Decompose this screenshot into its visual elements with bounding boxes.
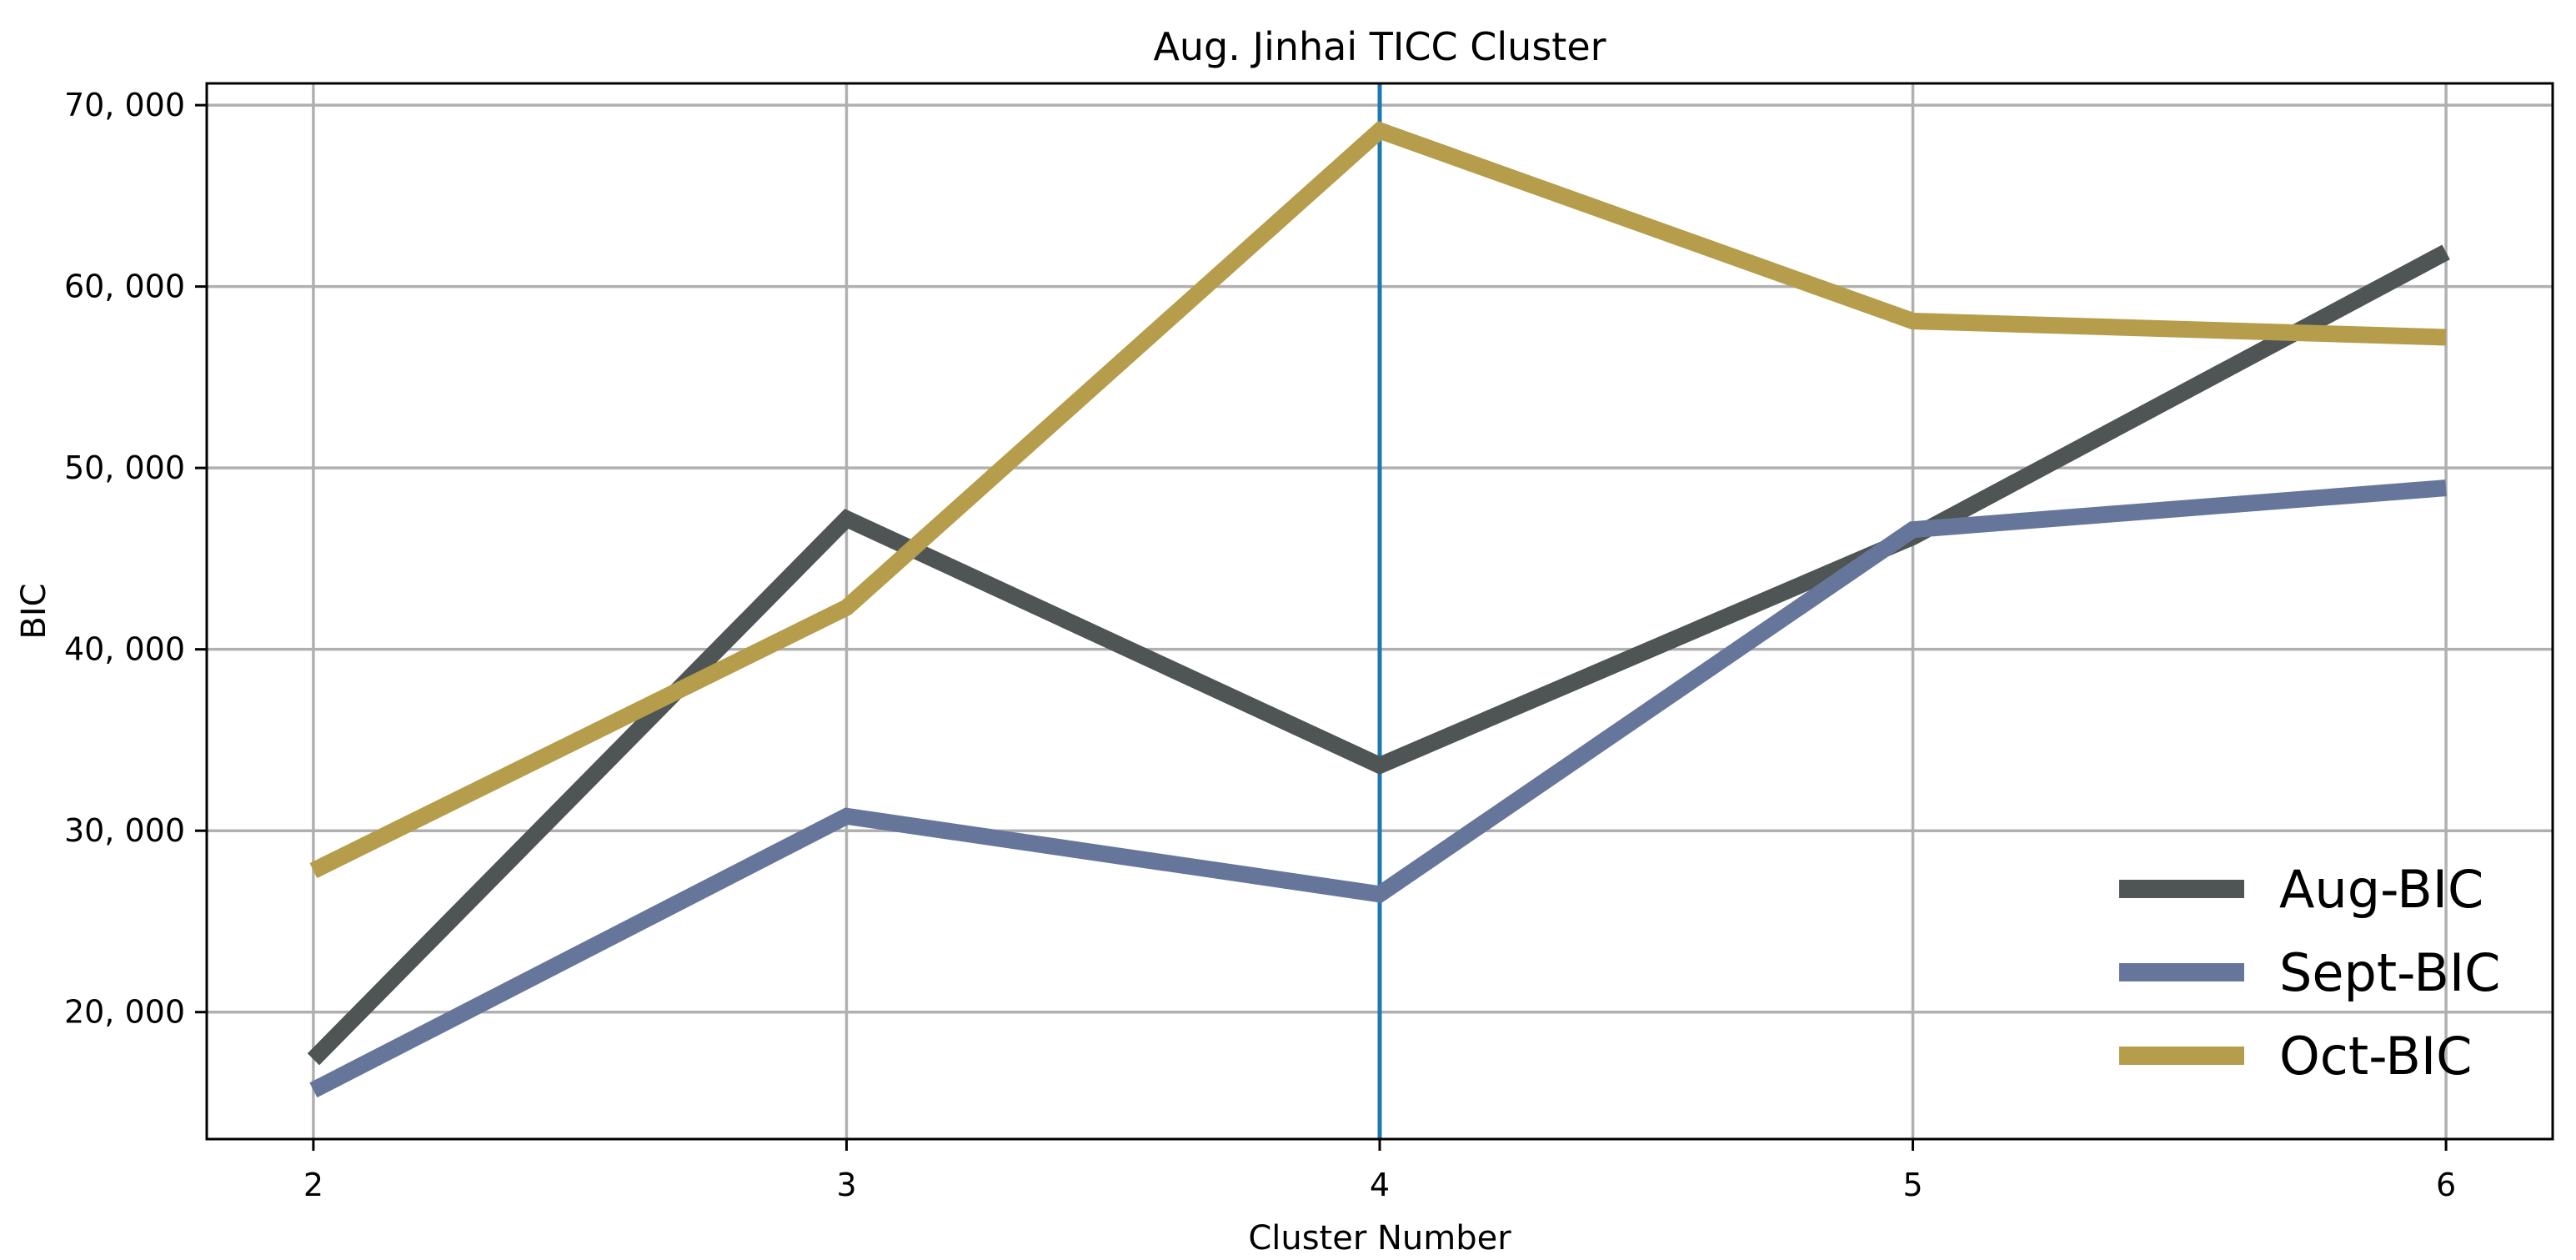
x-tick-label: 3 — [836, 1167, 856, 1203]
x-tick-label: 2 — [303, 1167, 323, 1203]
y-tick-label: 40, 000 — [64, 631, 185, 668]
y-tick-label: 60, 000 — [64, 269, 185, 305]
series-line-sept-bic — [309, 479, 2447, 1098]
x-tick-label: 4 — [1370, 1167, 1390, 1203]
chart-title: Aug. Jinhai TICC Cluster — [1153, 24, 1606, 69]
x-tick-label: 5 — [1902, 1167, 1922, 1203]
series-lines — [307, 121, 2450, 1098]
y-axis-label: BIC — [15, 583, 53, 639]
y-tick-label: 70, 000 — [64, 87, 185, 123]
series-line-oct-bic — [309, 121, 2447, 879]
y-tick-label: 20, 000 — [64, 994, 185, 1031]
legend-label: Aug-BIC — [2279, 859, 2483, 920]
x-tick-label: 6 — [2436, 1167, 2456, 1203]
axis-ticks: 2 3 4 5 6 20, 000 30, 000 40, 000 50, 000 60, 000… — [64, 87, 2456, 1203]
legend-label: Oct-BIC — [2279, 1026, 2472, 1087]
x-axis-label: Cluster Number — [1248, 1219, 1511, 1257]
legend-label: Sept-BIC — [2279, 942, 2500, 1003]
legend: Aug-BIC Sept-BIC Oct-BIC — [2119, 859, 2500, 1087]
y-tick-label: 30, 000 — [64, 812, 185, 849]
y-tick-label: 50, 000 — [64, 449, 185, 486]
